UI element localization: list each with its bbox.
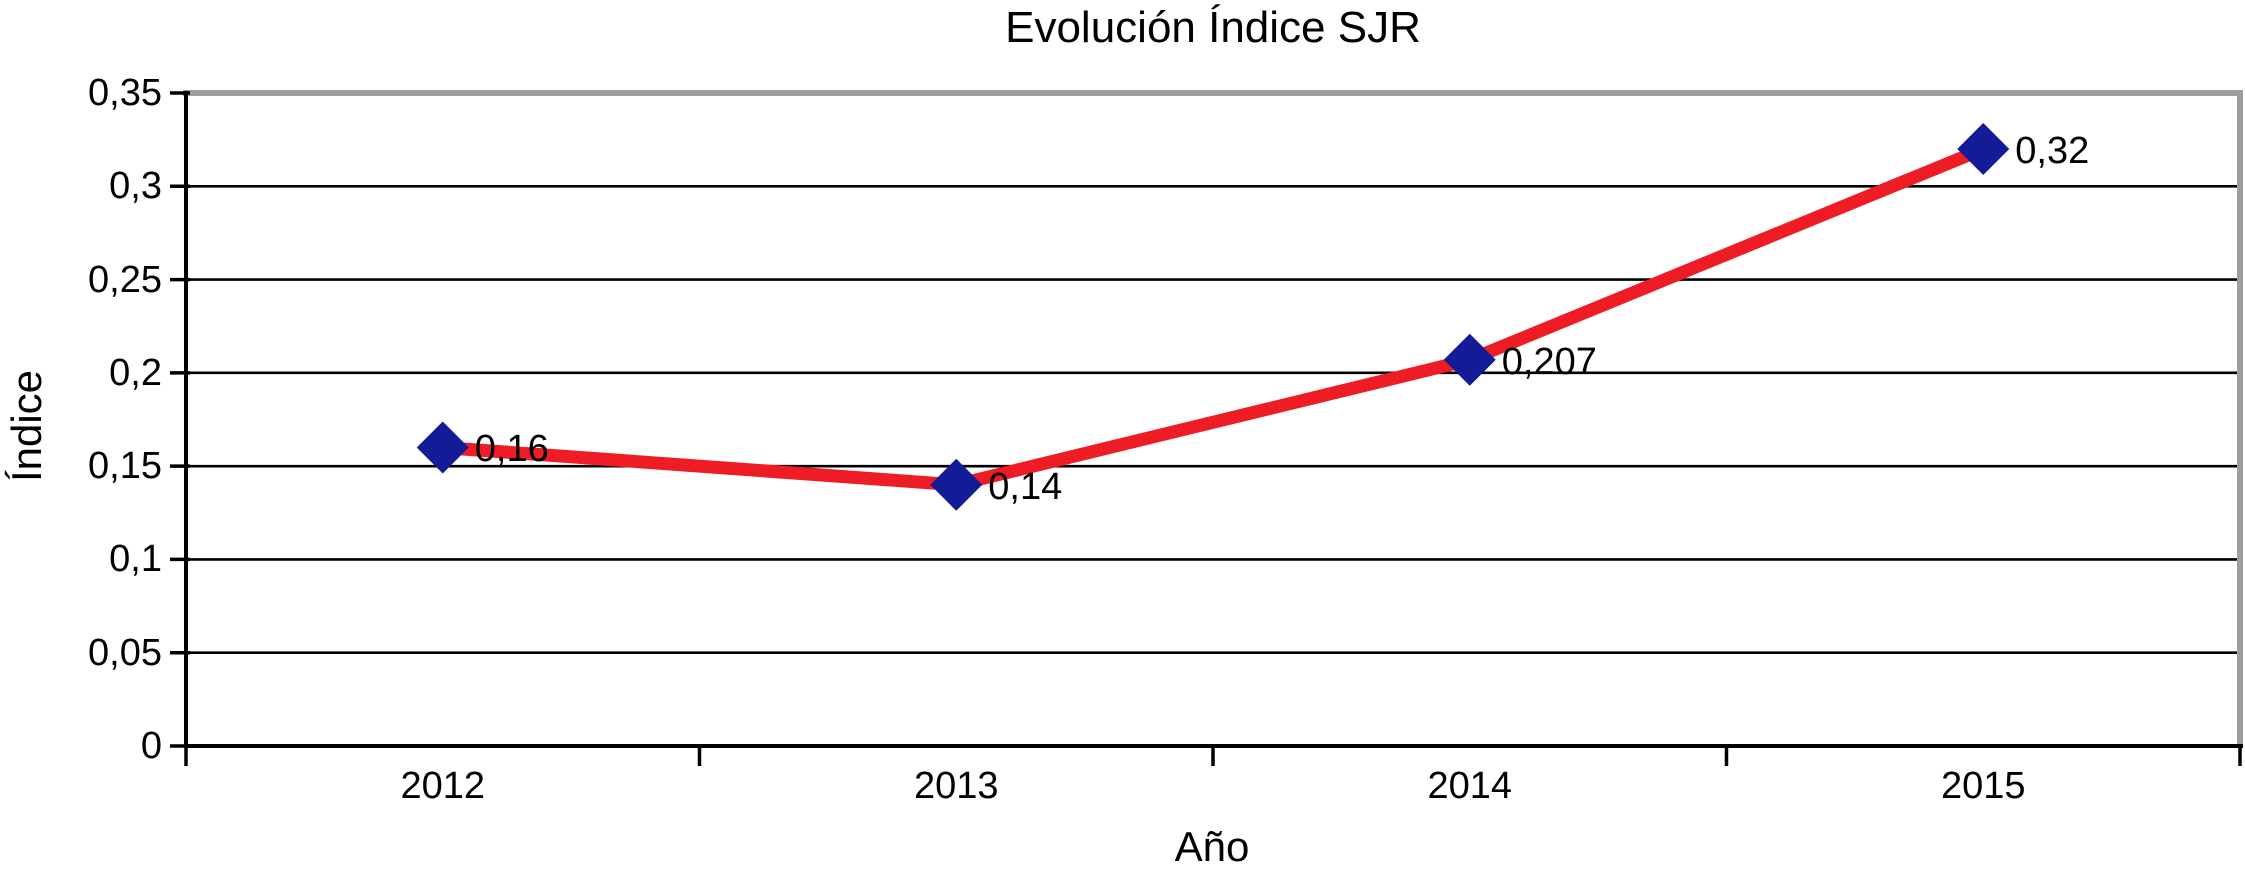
data-point-label: 0,207 — [1501, 340, 1597, 383]
data-point-label: 0,32 — [2015, 129, 2090, 172]
y-axis-tick-label: 0,1 — [109, 538, 162, 581]
y-axis-tick-label: 0,25 — [88, 258, 162, 301]
data-point-marker — [930, 458, 983, 511]
series-line — [436, 142, 1990, 492]
y-axis-tick-label: 0,35 — [88, 72, 162, 114]
chart-title: Evolución Índice SJR — [1005, 3, 1421, 52]
data-point-marker — [416, 421, 469, 474]
x-axis-category-label: 2014 — [1427, 765, 1513, 807]
x-axis-title: Año — [1174, 823, 1250, 870]
y-axis-tick-label: 0,2 — [109, 351, 162, 394]
x-axis-category-label: 2012 — [400, 765, 486, 807]
y-axis-tick-label: 0 — [140, 725, 162, 767]
x-axis-category-label: 2015 — [1940, 765, 2026, 807]
x-axis-category-label: 2013 — [913, 765, 999, 807]
data-point-label: 0,14 — [988, 465, 1063, 508]
data-point-marker — [1443, 333, 1496, 386]
data-point-marker — [1957, 122, 2010, 175]
y-axis-tick-label: 0,05 — [88, 631, 162, 674]
y-axis-title: Índice — [3, 369, 50, 483]
data-point-label: 0,16 — [474, 428, 549, 471]
y-axis-tick-label: 0,15 — [88, 445, 162, 488]
y-axis-tick-label: 0,3 — [109, 165, 162, 208]
